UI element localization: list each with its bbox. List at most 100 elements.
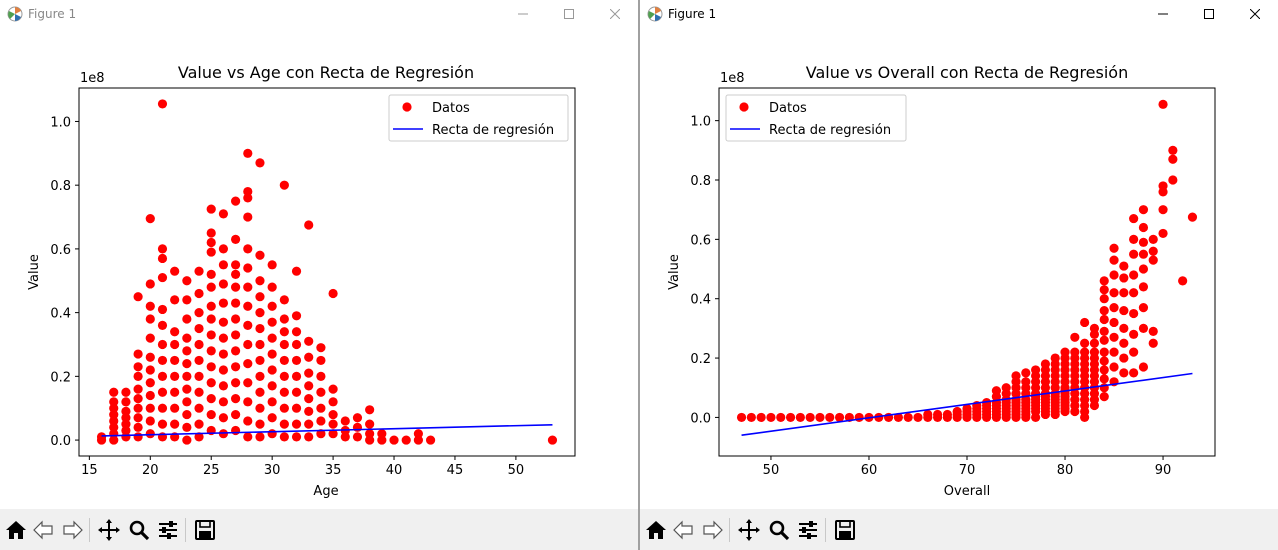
data-point [170,403,180,413]
data-point [194,288,204,299]
data-point [1099,294,1109,304]
data-point [1099,335,1109,345]
data-point [255,158,265,168]
back-button[interactable] [671,517,697,543]
maximize-icon [564,9,574,19]
subplots-button[interactable] [795,517,821,543]
data-point [328,429,338,439]
data-point [230,196,241,206]
data-point [1138,205,1149,215]
data-point [230,314,241,324]
data-point [109,422,119,432]
save-button[interactable] [832,517,858,543]
data-point [815,412,825,423]
data-point [182,276,192,286]
data-point [1129,249,1139,259]
data-point [1109,270,1119,280]
save-button[interactable] [192,517,218,543]
subplots-icon [159,521,177,539]
y-tick-label: 0.4 [690,293,711,308]
chart-title: Value vs Overall con Recta de Regresión [806,63,1128,82]
forward-button[interactable] [59,517,85,543]
legend-box [388,94,569,142]
zoom-icon [769,520,790,541]
data-point [328,419,338,429]
data-point [157,253,168,264]
x-tick-label: 90 [1155,463,1172,478]
data-point [109,416,119,426]
zoom-button[interactable] [126,517,152,543]
home-button[interactable] [3,517,29,543]
data-point [170,355,180,366]
toolbar-separator [89,518,90,542]
data-point [316,355,326,366]
data-point [1021,377,1031,387]
data-point [230,260,241,270]
data-point [1040,359,1051,369]
window-divider [638,0,640,550]
data-point [1050,353,1060,363]
data-point [1187,212,1198,222]
data-point [243,397,253,407]
home-icon [646,521,666,539]
data-point [267,381,277,391]
x-tick-label: 20 [142,463,159,478]
close-button[interactable] [592,0,638,28]
x-tick-label: 50 [508,463,525,478]
data-point [182,314,192,324]
back-button[interactable] [31,517,57,543]
figure-canvas-age[interactable]: Value vs Age con Recta de Regresión 1e8 … [0,28,638,509]
data-point [304,394,314,404]
data-point [1148,338,1158,348]
data-point [133,292,143,302]
data-point [352,422,363,432]
data-point [230,330,241,340]
data-point [206,409,216,420]
data-point [279,387,289,397]
title-bar: Figure 1 [0,0,638,28]
data-point [133,432,143,442]
data-point [170,371,180,381]
minimize-button[interactable] [1140,0,1186,28]
data-point [1129,213,1139,224]
data-point [109,403,119,413]
data-point [243,193,253,203]
data-point [1011,371,1021,381]
data-point [96,435,107,445]
data-point [243,320,253,330]
subplots-button[interactable] [155,517,181,543]
minimize-icon [1158,13,1168,15]
data-point [145,314,155,324]
back-icon [33,520,53,540]
data-point [913,412,923,423]
data-point [133,349,143,359]
home-button[interactable] [643,517,669,543]
data-point [805,412,815,423]
data-point [1148,246,1158,256]
data-point [547,435,558,445]
data-point [1109,347,1119,357]
data-point [157,403,168,413]
maximize-button[interactable] [546,0,592,28]
data-point [218,349,229,359]
zoom-button[interactable] [766,517,792,543]
forward-button[interactable] [699,517,725,543]
maximize-button[interactable] [1186,0,1232,28]
pan-button[interactable] [736,517,762,543]
close-button[interactable] [1232,0,1278,28]
data-point [218,279,229,289]
data-point [145,403,155,413]
navigation-toolbar [0,509,638,550]
data-point [182,397,192,407]
figure-canvas-overall[interactable]: Value vs Overall con Recta de Regresión … [640,28,1278,509]
data-point [218,209,229,219]
data-point [1119,353,1129,363]
minimize-button[interactable] [500,0,546,28]
data-point [854,412,864,423]
data-point [1109,288,1119,298]
figure-window-left: Figure 1 Value vs Age con Recta de Regre… [0,0,638,550]
data-point [170,295,180,305]
data-point [389,435,399,445]
pan-button[interactable] [96,517,122,543]
pan-icon [738,519,760,541]
